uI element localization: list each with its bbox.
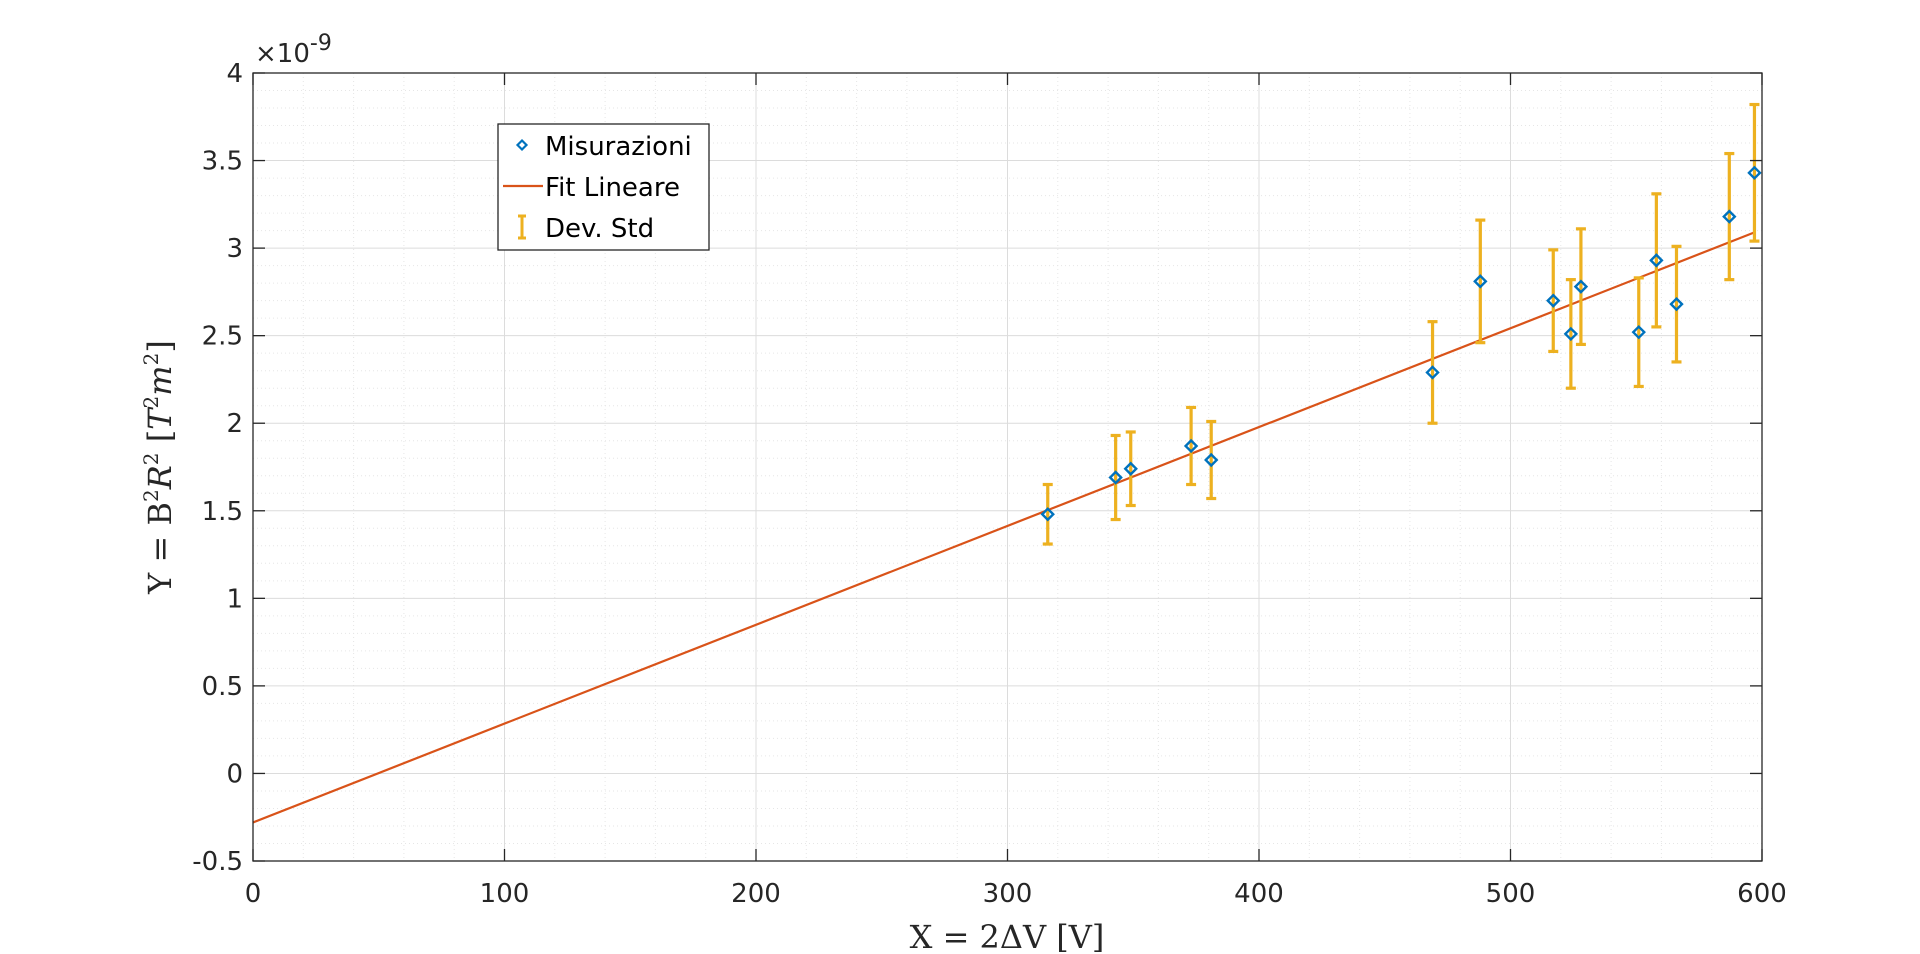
y-tick-label: 3.5 <box>202 147 243 177</box>
y-tick-label: 2.5 <box>202 322 243 352</box>
exponent-prefix: ×10 <box>255 39 310 69</box>
minor-grid <box>253 73 1762 861</box>
y-tick-label: 3 <box>226 234 243 264</box>
ylabel-part-7: m <box>141 365 179 395</box>
data-point <box>1204 452 1219 468</box>
error-bar <box>1206 419 1217 501</box>
x-tick-label: 0 <box>245 879 262 909</box>
legend-label-fit-lineare: Fit Lineare <box>545 173 680 203</box>
data-point <box>1747 165 1762 181</box>
y-exponent-label: ×10-9 <box>255 31 332 69</box>
ylabel-part-4: [ <box>141 430 179 453</box>
error-bar <box>1575 227 1586 347</box>
error-bar <box>1724 151 1735 282</box>
legend-symbol-misurazioni <box>515 138 529 152</box>
markers-layer <box>1040 165 1762 522</box>
data-point <box>1722 209 1737 224</box>
data-point <box>1546 293 1561 308</box>
error-bar <box>1671 244 1682 364</box>
legend-symbols <box>503 138 543 240</box>
y-tick-label: 4 <box>226 59 243 89</box>
exponent-power: -9 <box>310 31 332 56</box>
error-bar <box>1110 433 1121 522</box>
y-tick-label: 2 <box>226 409 243 439</box>
legend-label-misurazioni: Misurazioni <box>545 132 692 162</box>
x-tick-label: 200 <box>731 879 781 909</box>
tick-marks <box>252 72 1763 862</box>
data-point <box>1649 253 1664 268</box>
fit-line-layer <box>252 231 1755 824</box>
error-bar <box>1186 405 1197 487</box>
error-bars-layer <box>1042 102 1760 546</box>
ylabel-part-0: Y = B <box>141 502 179 595</box>
y-tick-label: 1 <box>226 584 243 614</box>
data-point <box>1108 470 1123 485</box>
error-bar <box>1125 430 1136 508</box>
data-point <box>1669 296 1684 312</box>
legend: Misurazioni Fit Lineare Dev. Std <box>497 123 710 251</box>
x-tick-labels: 0 100 200 300 400 500 600 <box>245 879 1787 909</box>
x-axis-label: X = 2ΔV [V] <box>910 918 1105 954</box>
legend-label-dev-std: Dev. Std <box>545 214 654 244</box>
y-axis-label: Y = B2R2 [T2m2] <box>139 340 179 595</box>
y-tick-label: 0 <box>226 759 243 789</box>
y-tick-label: 0.5 <box>202 672 243 702</box>
data-point <box>1183 438 1199 454</box>
fit-line <box>252 231 1755 824</box>
x-tick-label: 100 <box>480 879 530 909</box>
data-point <box>1631 324 1646 340</box>
y-tick-label: 1.5 <box>202 497 243 527</box>
data-point <box>1123 461 1138 476</box>
x-tick-label: 300 <box>983 879 1033 909</box>
ylabel-part-1: 2 <box>139 489 163 502</box>
x-tick-label: 600 <box>1737 879 1787 909</box>
error-bar <box>1651 192 1662 329</box>
error-bar <box>1565 278 1576 390</box>
ylabel-part-9: ] <box>141 340 179 352</box>
legend-box <box>497 123 710 251</box>
error-bar <box>1548 248 1559 354</box>
error-bar <box>1475 218 1486 345</box>
data-point <box>1563 326 1579 342</box>
y-tick-label: -0.5 <box>192 847 243 877</box>
data-point <box>1573 279 1589 294</box>
data-point <box>1473 274 1488 289</box>
ylabel-part-8: 2 <box>139 353 163 366</box>
error-bar <box>1749 102 1760 243</box>
x-tick-label: 500 <box>1486 879 1536 909</box>
ylabel-part-5: T <box>141 406 179 430</box>
error-bar <box>1042 482 1053 546</box>
y-tick-labels: -0.5 0 0.5 1 1.5 2 2.5 3 3.5 4 <box>192 59 243 877</box>
error-bar <box>1633 276 1644 389</box>
data-point <box>1425 365 1440 380</box>
error-bar <box>1427 320 1438 425</box>
ylabel-part-3: 2 <box>139 452 163 465</box>
ylabel-part-2: R <box>141 465 179 490</box>
data-point <box>1040 507 1055 522</box>
ylabel-part-6: 2 <box>139 396 163 409</box>
x-tick-label: 400 <box>1234 879 1284 909</box>
